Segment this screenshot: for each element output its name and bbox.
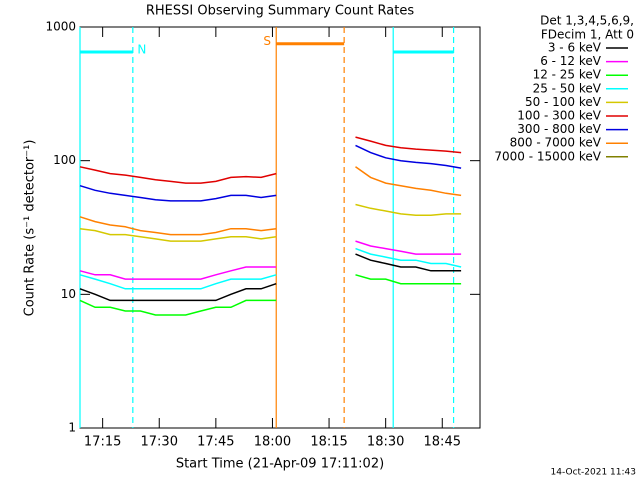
legend-label: 50 - 100 keV — [525, 95, 602, 109]
legend-label: 3 - 6 keV — [548, 41, 602, 55]
x-tick-label: 17:30 — [141, 435, 178, 450]
legend-label: 6 - 12 keV — [540, 54, 602, 68]
series-line — [79, 240, 462, 280]
series-line — [79, 144, 462, 202]
legend-label: 12 - 25 keV — [533, 68, 602, 82]
legend-label: 800 - 7000 keV — [510, 136, 602, 150]
x-tick-label: 17:45 — [197, 435, 234, 450]
y-tick-label: 1000 — [45, 20, 76, 34]
y-tick-label: 10 — [61, 287, 76, 301]
series-line — [79, 203, 462, 242]
legend-label: 25 - 50 keV — [533, 81, 602, 95]
chart-title: RHESSI Observing Summary Count Rates — [146, 4, 415, 19]
plot-frame — [79, 26, 481, 429]
y-tick-label: 1 — [68, 421, 76, 435]
x-tick-label: 18:15 — [310, 435, 347, 450]
footer: 14-Oct-2021 11:43 — [551, 468, 636, 478]
legend-label: 300 - 800 keV — [517, 122, 601, 136]
legend-label: 7000 - 15000 keV — [494, 149, 601, 163]
legend-header: FDecim 1, Att 0 — [541, 28, 634, 42]
x-tick-label: 18:45 — [424, 435, 461, 450]
y-tick-label: 100 — [53, 153, 76, 167]
series-line — [79, 247, 462, 290]
series-line — [79, 274, 462, 316]
series-line — [79, 136, 462, 184]
x-tick-label: 18:00 — [254, 435, 291, 450]
x-tick-label: 18:30 — [367, 435, 404, 450]
legend-label: 100 - 300 keV — [517, 109, 601, 123]
x-tick-label: 17:15 — [84, 435, 121, 450]
series-line — [79, 253, 462, 302]
y-axis-label: Count Rate (s⁻¹ detector⁻¹) — [23, 140, 38, 317]
series-line — [79, 166, 462, 236]
x-axis-label: Start Time (21-Apr-09 17:11:02) — [176, 457, 384, 472]
legend-header: Det 1,3,4,5,6,9, — [540, 14, 634, 28]
night-interval-label: N — [137, 43, 146, 57]
saa-interval-label: S — [263, 34, 271, 48]
